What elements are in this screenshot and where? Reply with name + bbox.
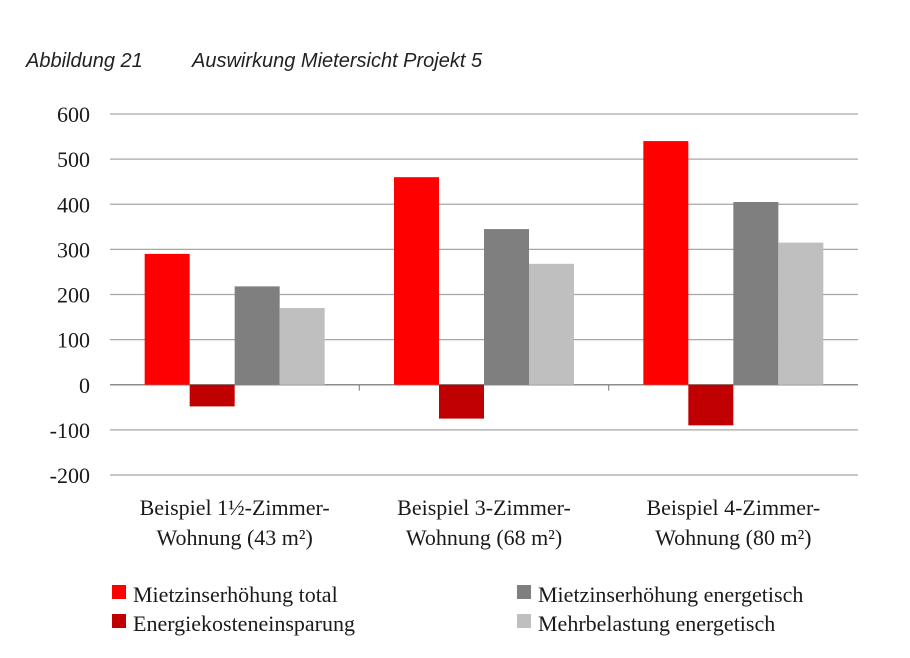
y-tick-label: 100: [57, 328, 90, 353]
bar: [529, 263, 574, 385]
figure-caption: Abbildung 21 Auswirkung Mietersicht Proje…: [26, 50, 482, 73]
figure-number: Abbildung 21: [26, 50, 143, 72]
figure-title: Auswirkung Mietersicht Projekt 5: [192, 50, 483, 72]
legend-label: Mehrbelastung energetisch: [538, 611, 775, 636]
x-category-label: Beispiel 3-Zimmer-: [397, 495, 571, 520]
y-tick-label: -100: [50, 418, 90, 443]
bar: [439, 384, 484, 419]
bar: [234, 286, 280, 385]
legend-swatch: [112, 585, 126, 599]
x-category-label: Beispiel 1½-Zimmer-: [140, 495, 330, 520]
bar: [733, 201, 779, 385]
legend-swatch: [517, 585, 531, 599]
y-tick-label: 500: [57, 147, 90, 172]
x-category-label: Wohnung (68 m²): [406, 525, 562, 550]
y-tick-label: 0: [79, 373, 90, 398]
bar: [394, 177, 439, 385]
bar: [279, 308, 325, 385]
y-tick-label: 300: [57, 237, 90, 262]
bar: [778, 242, 824, 385]
x-category-label: Wohnung (43 m²): [156, 525, 312, 550]
legend-label: Mietzinserhöhung energetisch: [538, 582, 803, 607]
y-tick-label: 400: [57, 192, 90, 217]
bar: [189, 384, 235, 407]
bar: [484, 229, 529, 385]
y-tick-label: 200: [57, 283, 90, 308]
x-category-label: Wohnung (80 m²): [655, 525, 811, 550]
legend-swatch: [517, 614, 531, 628]
x-category-label: Beispiel 4-Zimmer-: [646, 495, 820, 520]
legend-label: Energiekosteneinsparung: [133, 611, 355, 636]
legend-label: Mietzinserhöhung total: [133, 582, 338, 607]
bar: [688, 384, 734, 426]
bar: [144, 253, 190, 385]
bar: [643, 141, 689, 385]
legend-swatch: [112, 614, 126, 628]
y-tick-label: 600: [57, 102, 90, 127]
y-tick-label: -200: [50, 463, 90, 488]
